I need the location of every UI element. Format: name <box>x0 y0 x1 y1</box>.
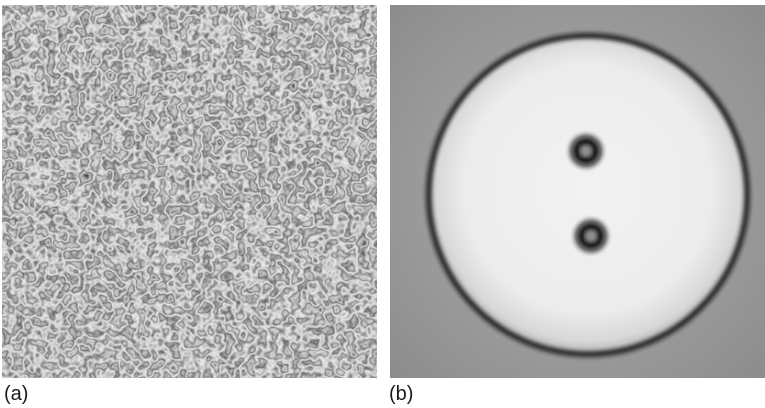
disk-boundary-ring <box>426 33 750 357</box>
speckle-pattern-image <box>2 5 377 378</box>
panel-b-label: (b) <box>389 383 414 405</box>
speckle-noise-texture <box>2 5 377 378</box>
bright-disk <box>429 36 747 354</box>
disk-image <box>390 5 765 378</box>
panel-a-label: (a) <box>4 383 29 405</box>
